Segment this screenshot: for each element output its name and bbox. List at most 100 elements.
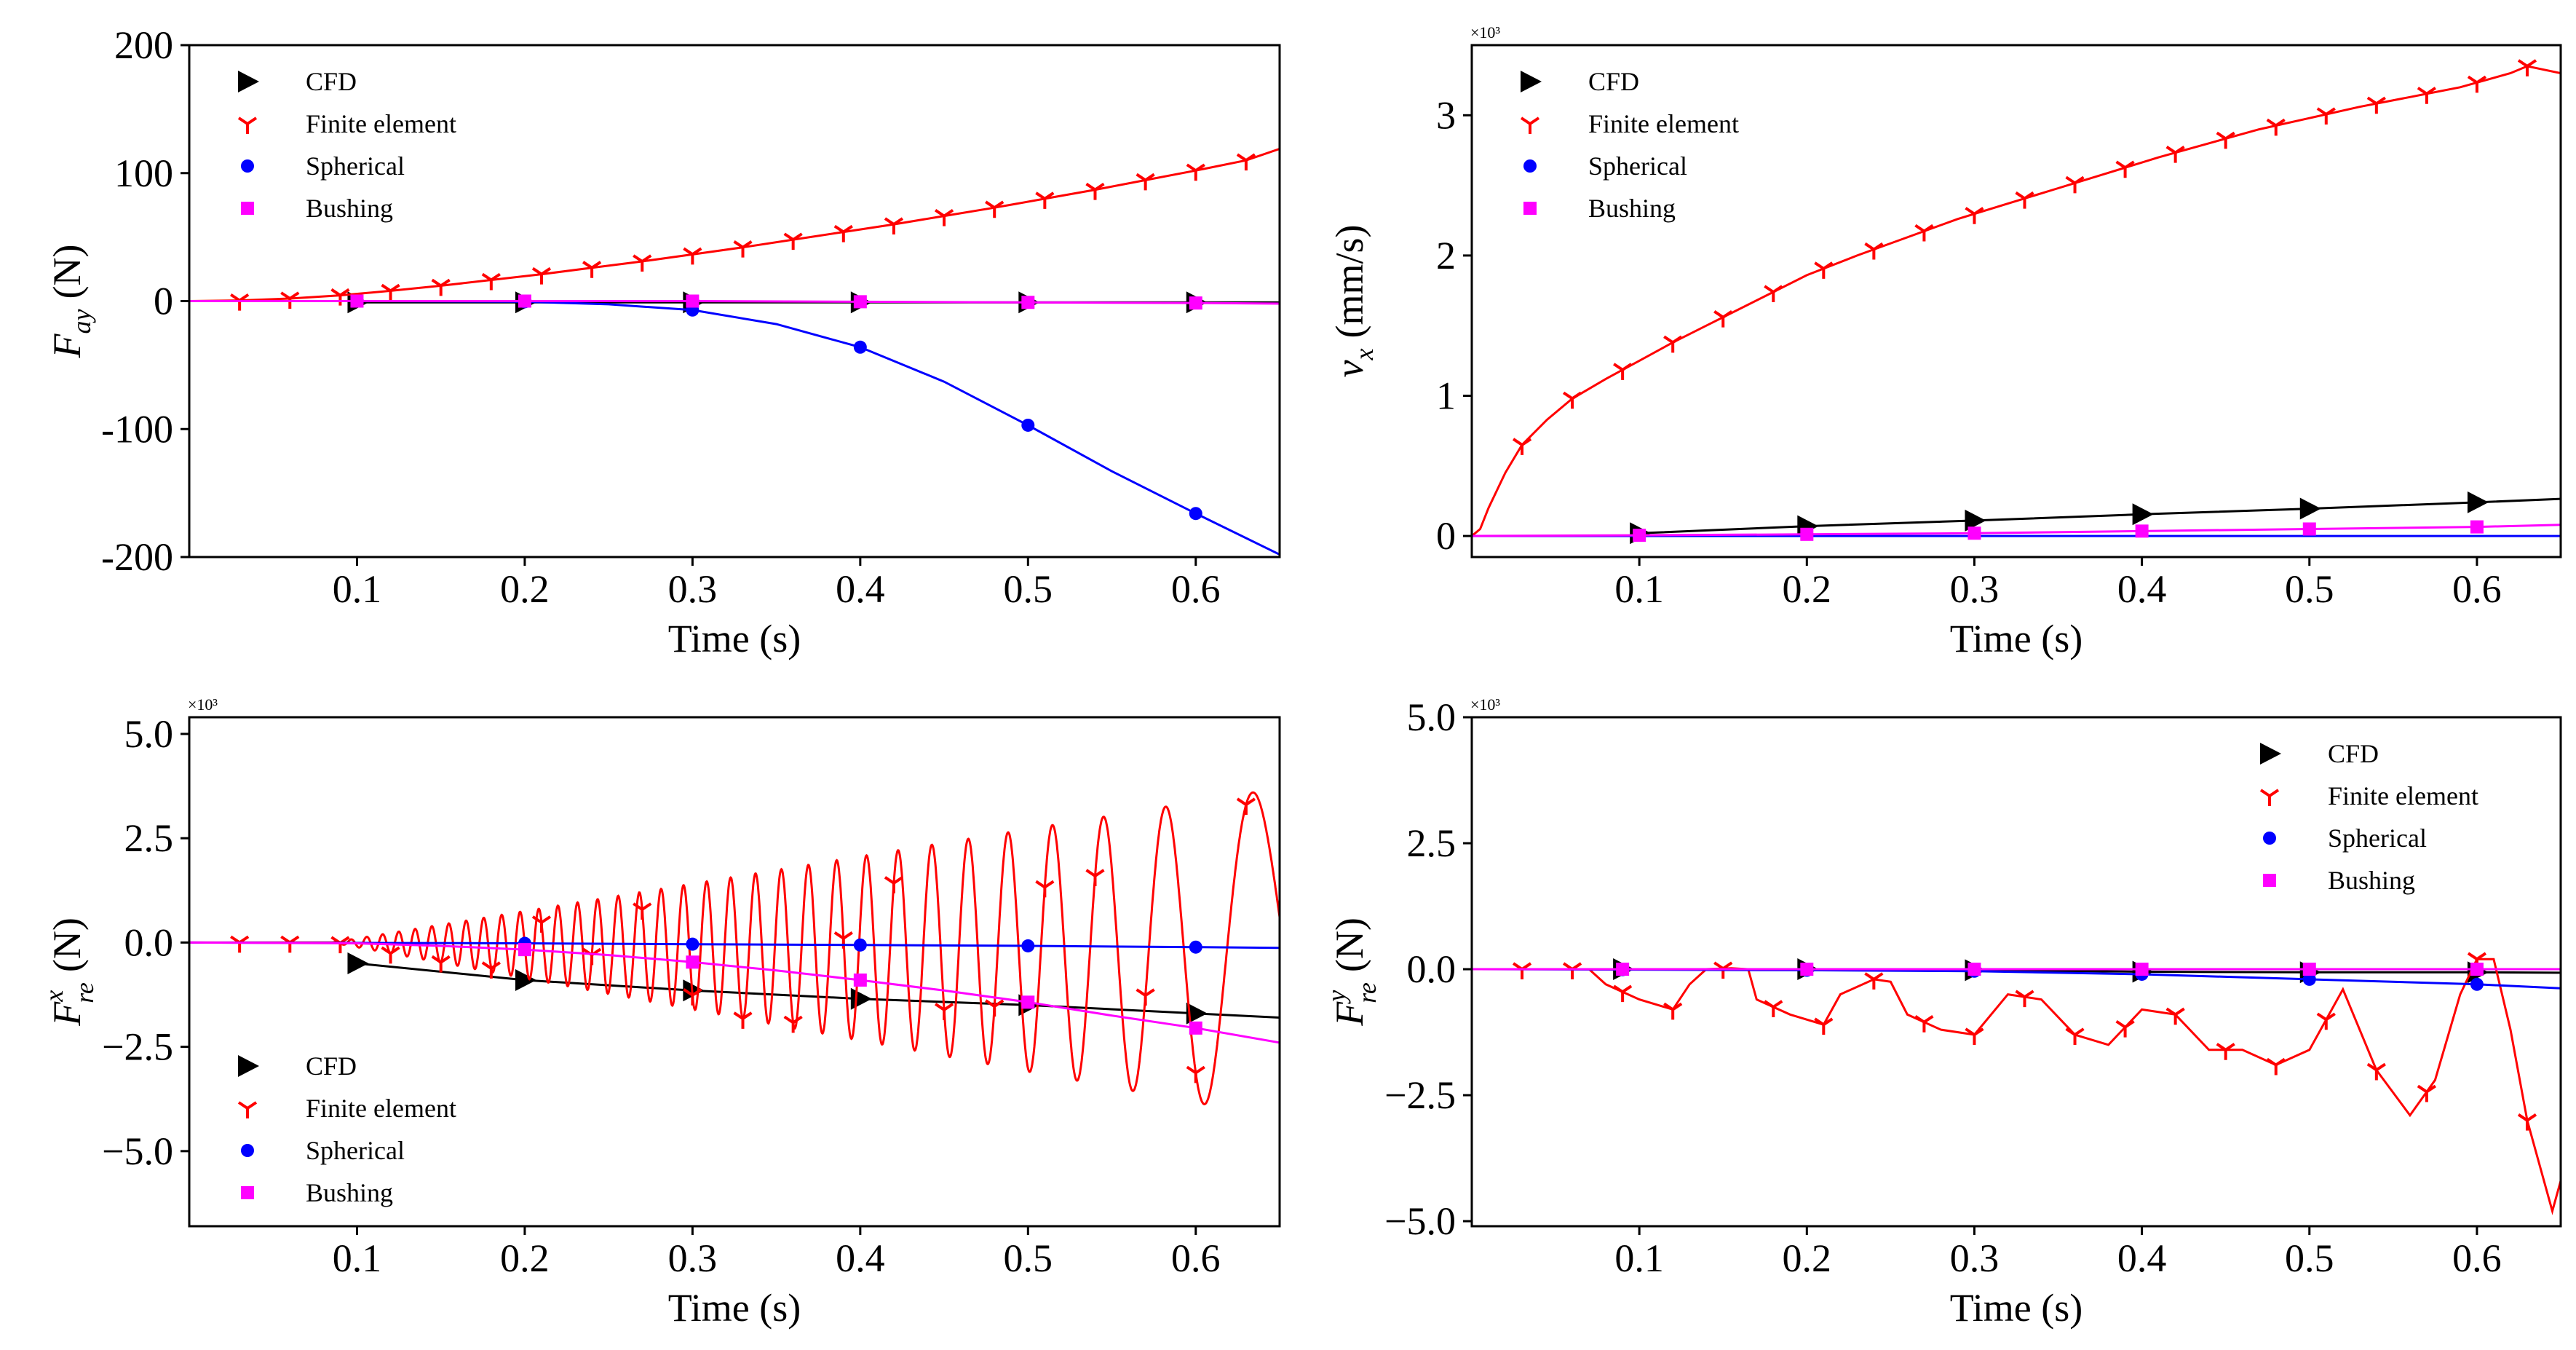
y-tick-label: 1 [1436, 374, 1456, 418]
y-axis-label-sub: ay [67, 309, 96, 333]
marker-cfd [2132, 503, 2154, 526]
marker-finite_element [2165, 145, 2185, 163]
marker-finite_element [330, 288, 350, 306]
marker-finite_element [481, 961, 501, 979]
marker-finite_element [1663, 335, 1683, 353]
legend-marker-cfd [238, 71, 259, 92]
marker-finite_element [1136, 173, 1155, 191]
marker-finite_element [1512, 438, 1532, 455]
y-axis-label-sup: x [39, 990, 68, 1003]
y-axis-label-symbol: F [45, 1001, 89, 1027]
legend-marker-finite_element [2259, 789, 2280, 806]
marker-finite_element [431, 955, 451, 973]
marker-bushing [1189, 1021, 1202, 1035]
marker-finite_element [280, 935, 300, 953]
x-tick-label: 0.5 [1004, 1236, 1053, 1280]
chart-frey: 0.1 0.2 0.3 0.4 0.5 0.6 −5.0 −2.5 0.0 2.5 5.0 Time … [1322, 695, 2562, 1330]
y-tick-label: 5.0 [1407, 695, 1457, 739]
marker-finite_element [531, 267, 552, 285]
marker-cfd [2467, 491, 2489, 513]
legend-label-spherical: Spherical [306, 1136, 405, 1165]
series-line-bushing [1472, 524, 2561, 537]
series-line-finite_element [1472, 65, 2561, 537]
marker-cfd [2299, 497, 2321, 520]
legend-label-bushing: Bushing [306, 1178, 393, 1207]
y-tick-label: −5.0 [1384, 1199, 1456, 1243]
x-tick-label: 0.1 [1614, 1236, 1664, 1280]
series-line-bushing [189, 941, 1280, 1044]
x-tick-label: 0.5 [2285, 567, 2334, 611]
marker-finite_element [2467, 75, 2487, 93]
marker-bushing [1616, 963, 1630, 976]
x-tick-label: 0.4 [2117, 1236, 2167, 1280]
y-tick-label: −2.5 [102, 1025, 173, 1069]
marker-finite_element [381, 283, 400, 301]
marker-finite_element [633, 254, 652, 272]
marker-finite_element [2015, 990, 2034, 1008]
x-axis-label: Time (s) [1950, 617, 2083, 660]
x-tick-label: 0.6 [1171, 1236, 1221, 1280]
marker-finite_element [2266, 1057, 2286, 1075]
marker-finite_element [1864, 242, 1884, 260]
legend-label-spherical: Spherical [1588, 151, 1687, 181]
legend-label-bushing: Bushing [306, 194, 393, 223]
marker-finite_element [985, 200, 1004, 218]
marker-finite_element [1512, 962, 1532, 980]
y-axis-label-sub: x [1350, 349, 1379, 361]
marker-spherical [1189, 507, 1202, 521]
y-axis-label: vx (mm/s) [1328, 225, 1379, 378]
marker-finite_element [2216, 1043, 2235, 1060]
legend-marker-spherical [2263, 832, 2276, 845]
marker-cfd [515, 968, 536, 991]
y-axis-label: Fay (N) [45, 245, 96, 359]
marker-finite_element [2316, 1012, 2336, 1030]
x-tick-label: 0.2 [1783, 567, 1832, 611]
marker-bushing [686, 294, 700, 308]
marker-bushing [2470, 963, 2484, 976]
y-tick-label: 3 [1436, 93, 1456, 137]
marker-bushing [853, 295, 867, 309]
marker-spherical [1021, 939, 1035, 952]
y-tick-label: 5.0 [124, 712, 174, 756]
marker-finite_element [1035, 880, 1055, 898]
y-exponent-label: ×10³ [188, 695, 218, 714]
y-tick-label: 0 [1436, 514, 1456, 558]
marker-finite_element [481, 272, 501, 291]
legend-label-finite_element: Finite element [2328, 781, 2478, 810]
legend-label-spherical: Spherical [306, 151, 405, 181]
marker-cfd [683, 979, 705, 1002]
marker-cfd [1186, 1002, 1208, 1025]
y-tick-label: −2.5 [1384, 1073, 1456, 1117]
legend-marker-cfd [1521, 71, 1542, 92]
marker-finite_element [1562, 391, 1582, 409]
x-axis-label: Time (s) [1950, 1286, 2083, 1330]
marker-finite_element [934, 1003, 954, 1020]
x-tick-label: 0.5 [1004, 567, 1053, 611]
marker-finite_element [2216, 131, 2235, 149]
marker-finite_element [381, 946, 400, 964]
marker-spherical [686, 937, 700, 951]
legend-label-finite_element: Finite element [306, 109, 456, 138]
marker-finite_element [2366, 1062, 2386, 1081]
y-tick-label: -100 [101, 407, 173, 451]
legend-marker-bushing [241, 202, 254, 215]
legend-label-cfd: CFD [2328, 739, 2379, 768]
marker-finite_element [783, 1015, 803, 1033]
marker-spherical [2470, 977, 2484, 991]
plot-area [189, 147, 1280, 556]
y-exponent-label: ×10³ [1470, 23, 1500, 42]
legend: CFD Finite element Spherical Bushing [237, 1051, 456, 1207]
marker-finite_element [1035, 192, 1055, 209]
marker-bushing [2135, 524, 2149, 538]
marker-finite_element [884, 217, 904, 235]
y-tick-label: -200 [101, 535, 173, 579]
marker-bushing [1800, 963, 1814, 976]
y-axis-label-unit: (N) [45, 917, 89, 972]
y-axis-label-unit: (N) [1328, 917, 1371, 972]
marker-finite_element [884, 876, 904, 893]
x-tick-label: 0.3 [1950, 567, 2000, 611]
marker-finite_element [1562, 962, 1582, 980]
marker-bushing [1189, 296, 1202, 310]
marker-finite_element [833, 931, 853, 949]
